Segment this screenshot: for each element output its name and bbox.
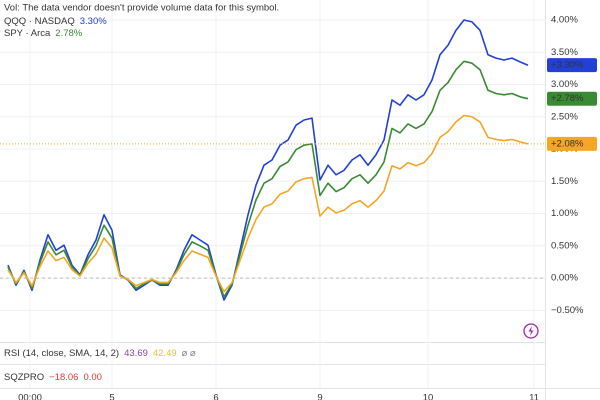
series-line <box>7 60 529 298</box>
rsi-title: RSI (14, close, SMA, 14, 2) <box>4 348 119 359</box>
alert-icon[interactable] <box>523 323 539 339</box>
legend-value: 3.30% <box>80 16 107 27</box>
x-tick-label: 5 <box>109 393 114 400</box>
series-line <box>7 19 529 301</box>
legend-name: QQQ · NASDAQ <box>4 16 75 27</box>
legend-name: SPY · Arca <box>4 28 51 39</box>
x-tick-label: 00:00 <box>18 393 42 400</box>
y-tick-label: 0.50% <box>551 240 578 251</box>
y-tick-label: 1.50% <box>551 176 578 187</box>
last-value-label: +2.08% <box>551 138 584 149</box>
y-tick-label: 1.00% <box>551 208 578 219</box>
y-tick-label: 0.00% <box>551 273 578 284</box>
x-tick-label: 6 <box>213 393 218 400</box>
sqz-signal: 0.00 <box>83 372 102 383</box>
last-value-box <box>547 136 597 151</box>
y-tick-label: 3.00% <box>551 79 578 90</box>
rsi-extra: ⌀ ⌀ <box>182 348 196 359</box>
x-tick-label: 9 <box>317 393 322 400</box>
series-line <box>7 114 529 293</box>
legend-value: 2.78% <box>55 28 82 39</box>
last-value-label: +3.30% <box>551 60 584 71</box>
x-tick-label: 11 <box>529 393 539 400</box>
volume-notice: Vol: The data vendor doesn't provide vol… <box>4 3 279 14</box>
legend-entry: SPY · Arca 2.78% <box>4 28 83 39</box>
last-value-box <box>547 58 597 73</box>
rsi-value: 43.69 <box>124 348 148 359</box>
y-tick-label: −0.50% <box>551 305 584 316</box>
sqz-title: SQZPRO <box>4 372 44 383</box>
y-tick-label: 4.00% <box>551 15 578 26</box>
sqz-legend: SQZPRO −18.06 0.00 <box>4 372 102 383</box>
last-value-box <box>547 91 597 106</box>
last-value-label: +2.78% <box>551 93 584 104</box>
alert-bolt <box>528 326 534 336</box>
rsi-sma: 42.49 <box>153 348 177 359</box>
sqz-value: −18.06 <box>49 372 78 383</box>
legend-entry: QQQ · NASDAQ 3.30% <box>4 16 107 27</box>
y-tick-label: 2.50% <box>551 111 578 122</box>
y-tick-label: 3.50% <box>551 47 578 58</box>
rsi-legend: RSI (14, close, SMA, 14, 2) 43.69 42.49 ⌀ ⌀ <box>4 348 196 359</box>
x-tick-label: 10 <box>423 393 434 400</box>
